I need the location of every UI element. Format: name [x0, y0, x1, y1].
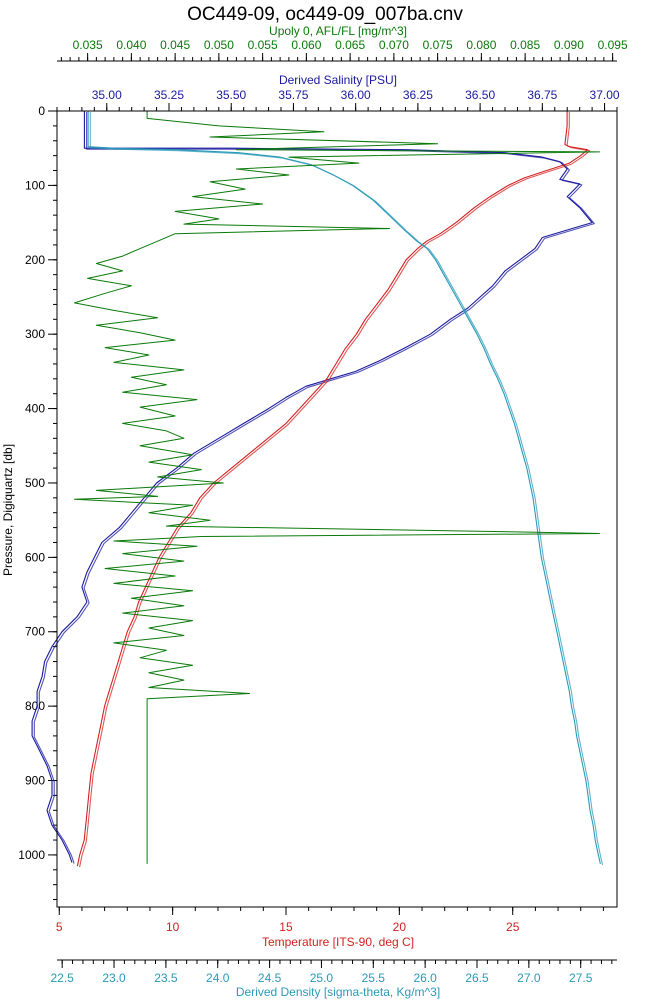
temperature-tick-label: 15 — [279, 920, 293, 934]
salinity-tick-label: 37.00 — [590, 88, 620, 102]
salinity-axis-label: Derived Salinity [PSU] — [279, 73, 397, 87]
pressure-axis-label: Pressure, Digiquartz [db] — [1, 444, 15, 576]
density-tick-label: 25.5 — [362, 971, 386, 985]
pressure-tick-label: 100 — [25, 178, 45, 192]
pressure-tick-label: 300 — [25, 327, 45, 341]
fluorescence-tick-label: 0.035 — [73, 38, 103, 52]
pressure-tick-label: 800 — [25, 699, 45, 713]
series-layer — [31, 111, 604, 868]
fluorescence-tick-label: 0.090 — [554, 38, 584, 52]
salinity-tick-label: 36.75 — [527, 88, 557, 102]
temperature-tick-label: 5 — [56, 920, 63, 934]
pressure-tick-label: 600 — [25, 550, 45, 564]
pressure-tick-label: 1000 — [18, 848, 45, 862]
fluorescence-tick-label: 0.050 — [204, 38, 234, 52]
fluorescence-tick-label: 0.045 — [160, 38, 190, 52]
density-tick-label: 27.5 — [569, 971, 593, 985]
salinity-series-line — [33, 112, 595, 864]
fluorescence-series-line — [74, 111, 600, 864]
plot-frame — [56, 110, 618, 908]
salinity-series-line — [31, 111, 593, 863]
density-tick-label: 27.0 — [517, 971, 541, 985]
density-tick-label: 22.5 — [51, 971, 75, 985]
density-tick-label: 26.5 — [465, 971, 489, 985]
salinity-tick-label: 36.00 — [341, 88, 371, 102]
temperature-series-line — [76, 111, 589, 867]
salinity-tick-label: 36.25 — [403, 88, 433, 102]
density-tick-label: 24.0 — [206, 971, 230, 985]
density-tick-label: 23.0 — [102, 971, 126, 985]
fluorescence-tick-label: 0.075 — [423, 38, 453, 52]
salinity-tick-label: 35.75 — [278, 88, 308, 102]
salinity-tick-label: 35.00 — [92, 88, 122, 102]
density-axis-label: Derived Density [sigma-theta, Kg/m^3] — [236, 985, 440, 999]
temperature-tick-label: 10 — [166, 920, 180, 934]
fluorescence-tick-label: 0.060 — [291, 38, 321, 52]
temperature-series-line — [79, 112, 591, 868]
density-series-line — [89, 112, 604, 866]
fluorescence-tick-label: 0.085 — [510, 38, 540, 52]
pressure-tick-label: 900 — [25, 774, 45, 788]
salinity-tick-label: 35.25 — [154, 88, 184, 102]
pressure-tick-label: 500 — [25, 476, 45, 490]
fluorescence-tick-label: 0.095 — [598, 38, 628, 52]
salinity-tick-label: 35.50 — [216, 88, 246, 102]
density-tick-label: 23.5 — [154, 971, 178, 985]
density-tick-label: 24.5 — [258, 971, 282, 985]
fluorescence-tick-label: 0.080 — [466, 38, 496, 52]
axes-layer: 0.035 0.040 0.045 0.050 0.055 0.060 0.065 0.070… — [18, 38, 628, 985]
fluorescence-tick-label: 0.040 — [116, 38, 146, 52]
fluorescence-axis-label: Upoly 0, AFL/FL [mg/m^3] — [269, 24, 407, 38]
density-tick-label: 25.0 — [310, 971, 334, 985]
density-tick-label: 26.0 — [413, 971, 437, 985]
pressure-tick-label: 0 — [38, 104, 45, 118]
density-series-line — [87, 111, 601, 865]
salinity-tick-label: 36.50 — [465, 88, 495, 102]
fluorescence-tick-label: 0.065 — [335, 38, 365, 52]
temperature-tick-label: 25 — [506, 920, 520, 934]
pressure-tick-label: 700 — [25, 625, 45, 639]
pressure-tick-label: 200 — [25, 253, 45, 267]
pressure-tick-label: 400 — [25, 402, 45, 416]
fluorescence-tick-label: 0.070 — [379, 38, 409, 52]
temperature-axis-label: Temperature [ITS-90, deg C] — [262, 935, 414, 949]
temperature-tick-label: 20 — [393, 920, 407, 934]
fluorescence-tick-label: 0.055 — [248, 38, 278, 52]
chart-title: OC449-09, oc449-09_007ba.cnv — [187, 4, 463, 25]
